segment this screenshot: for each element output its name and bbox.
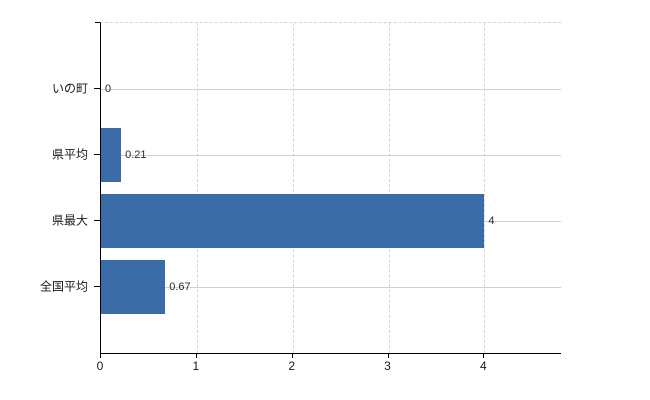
y-axis-tick bbox=[94, 286, 100, 287]
x-axis-tick bbox=[100, 353, 101, 358]
category-label: 県平均 bbox=[51, 147, 88, 162]
y-axis-tick bbox=[94, 220, 100, 221]
y-axis-top-tick bbox=[95, 22, 100, 23]
x-axis-tick-label: 3 bbox=[384, 359, 391, 373]
vertical-gridline bbox=[292, 23, 294, 353]
bar-3 bbox=[101, 260, 166, 314]
x-axis-tick bbox=[387, 353, 389, 358]
category-label: 全国平均 bbox=[39, 279, 88, 294]
bar-1 bbox=[101, 128, 122, 182]
bar-value-label: 0.21 bbox=[125, 149, 147, 161]
plot-area: 0 0.21 4 0.67 bbox=[100, 22, 561, 354]
vertical-gridline bbox=[388, 23, 390, 353]
y-axis-tick bbox=[94, 88, 100, 89]
x-axis-tick bbox=[195, 353, 197, 358]
x-axis-tick-label: 4 bbox=[479, 359, 487, 373]
horizontal-gridline bbox=[101, 287, 561, 288]
horizontal-gridline bbox=[101, 155, 561, 156]
bar-value-label: 0.67 bbox=[169, 281, 191, 293]
bar-value-label: 4 bbox=[488, 215, 495, 227]
vertical-gridline bbox=[484, 23, 486, 353]
category-label: 県最大 bbox=[51, 213, 88, 228]
x-axis-tick-label: 0 bbox=[96, 359, 104, 373]
bar-value-label: 0 bbox=[105, 83, 112, 95]
category-label: いの町 bbox=[51, 81, 88, 96]
x-axis-tick-label: 2 bbox=[288, 359, 295, 373]
x-axis-tick bbox=[291, 353, 293, 358]
vertical-gridline bbox=[196, 23, 198, 353]
horizontal-gridline bbox=[101, 89, 561, 90]
x-axis-tick bbox=[483, 353, 485, 358]
y-axis-tick bbox=[94, 154, 100, 155]
x-axis-tick-label: 1 bbox=[192, 359, 200, 373]
bar-2 bbox=[101, 194, 485, 248]
